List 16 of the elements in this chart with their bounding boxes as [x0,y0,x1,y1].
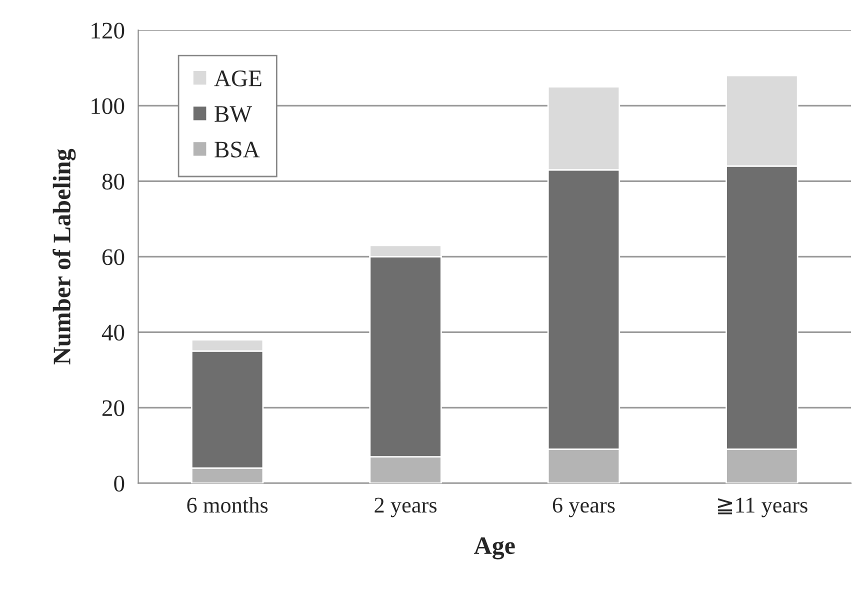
y-axis-title: Number of Labeling [52,148,76,364]
y-tick-label: 20 [102,400,124,416]
y-tick-label: 60 [102,249,124,266]
x-tick-label: 2 years [374,498,437,518]
legend-label: BSA [214,142,260,158]
x-tick-label: ≧11 years [718,498,808,518]
y-tick-label: 40 [102,324,124,341]
y-tick-label: 80 [102,174,124,190]
y-tick-label: 0 [114,476,124,492]
legend-label: BW [214,106,252,122]
y-tick-label: 100 [92,98,124,114]
x-axis-title: Age [474,537,515,560]
y-tick-label: 120 [92,22,124,39]
x-tick-label: 6 years [552,498,615,518]
legend-label: AGE [214,70,262,86]
x-tick-label: 6 months [187,497,268,513]
